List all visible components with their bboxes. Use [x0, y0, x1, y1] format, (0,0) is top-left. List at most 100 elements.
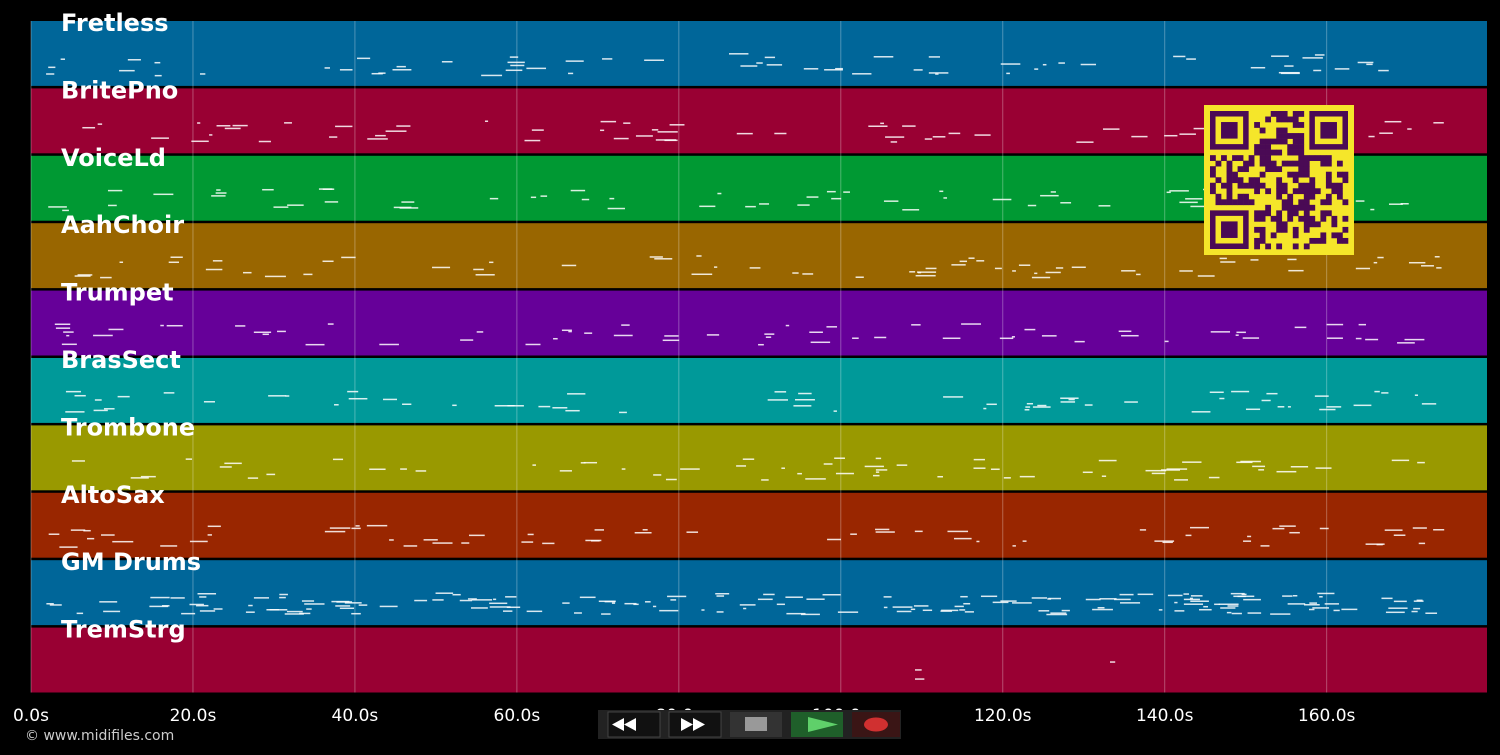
note [1247, 612, 1262, 614]
note [1019, 475, 1035, 478]
note [369, 468, 386, 471]
play-button[interactable] [791, 712, 843, 737]
qr-module [1314, 237, 1321, 244]
note [990, 468, 1000, 471]
note [1045, 271, 1061, 274]
forward-button[interactable] [668, 711, 722, 738]
note [1208, 476, 1220, 479]
qr-module [1298, 166, 1305, 173]
qr-module [1342, 215, 1349, 222]
qr-module [1259, 160, 1266, 167]
note [1412, 527, 1427, 529]
note [1271, 55, 1289, 57]
note [642, 529, 648, 531]
note [1169, 190, 1189, 192]
track-name: BrasSect [61, 346, 181, 374]
track-lane [31, 21, 1487, 86]
note [284, 122, 292, 124]
note [1076, 141, 1094, 143]
note [739, 604, 756, 606]
note [48, 206, 67, 208]
note [1436, 267, 1442, 269]
note [235, 325, 246, 327]
note [1082, 471, 1093, 474]
note [402, 403, 412, 405]
qr-module [1248, 155, 1255, 161]
qr-module [1226, 160, 1233, 167]
qr-module [1265, 243, 1272, 250]
note [935, 73, 939, 75]
note [327, 323, 334, 325]
qr-module [1281, 204, 1288, 211]
note [49, 604, 62, 606]
note [1179, 133, 1196, 135]
note [1407, 128, 1412, 130]
note [1068, 398, 1075, 401]
note [826, 326, 838, 328]
note [619, 411, 627, 414]
qr-module [1232, 177, 1238, 184]
qr-module [1226, 193, 1233, 200]
note [305, 343, 325, 346]
record-button[interactable] [852, 712, 900, 737]
note [1314, 54, 1325, 56]
note [562, 602, 570, 604]
qr-module [1276, 166, 1283, 173]
note [468, 534, 485, 537]
note [1193, 127, 1209, 130]
note [1119, 593, 1134, 596]
note [1370, 208, 1375, 211]
note [976, 260, 985, 262]
qr-module [1276, 188, 1283, 195]
qr-module [1276, 138, 1283, 145]
qr-module [1336, 171, 1343, 178]
note [524, 139, 541, 142]
time-tick-label: 60.0s [494, 706, 541, 726]
note [785, 596, 803, 598]
note [1393, 600, 1407, 603]
note [913, 605, 929, 607]
qr-module [1259, 144, 1266, 150]
note [502, 610, 513, 612]
note [992, 198, 1012, 201]
rewind-button[interactable] [607, 711, 661, 738]
note [654, 258, 673, 260]
note [1358, 323, 1367, 326]
qr-module [1303, 215, 1310, 222]
qr-module [1270, 215, 1277, 222]
qr-module [1265, 144, 1272, 150]
note [1161, 469, 1181, 471]
note [203, 401, 215, 403]
note [1185, 534, 1192, 537]
qr-module [1336, 160, 1343, 167]
note [108, 204, 117, 207]
qr-module [1237, 166, 1244, 173]
note [1236, 331, 1246, 334]
note [1250, 66, 1266, 69]
note [776, 603, 785, 606]
qr-module [1259, 232, 1266, 239]
qr-module [1281, 221, 1288, 228]
note [948, 132, 961, 135]
qr-module [1320, 237, 1327, 244]
note [757, 598, 773, 601]
qr-module [1309, 188, 1316, 195]
note [1373, 261, 1378, 264]
qr-module [1292, 232, 1299, 239]
note [1167, 594, 1183, 597]
qr-module [1215, 199, 1222, 206]
note [714, 266, 718, 268]
note [1220, 261, 1236, 263]
note [1379, 132, 1393, 134]
note [1384, 529, 1403, 531]
note [911, 324, 921, 326]
stop-button[interactable] [730, 712, 782, 737]
note [371, 72, 383, 75]
note [108, 328, 124, 331]
qr-module [1259, 138, 1266, 145]
note [669, 124, 685, 126]
note [1247, 535, 1252, 538]
qr-module [1298, 182, 1305, 189]
note [166, 324, 183, 327]
note [423, 539, 438, 541]
